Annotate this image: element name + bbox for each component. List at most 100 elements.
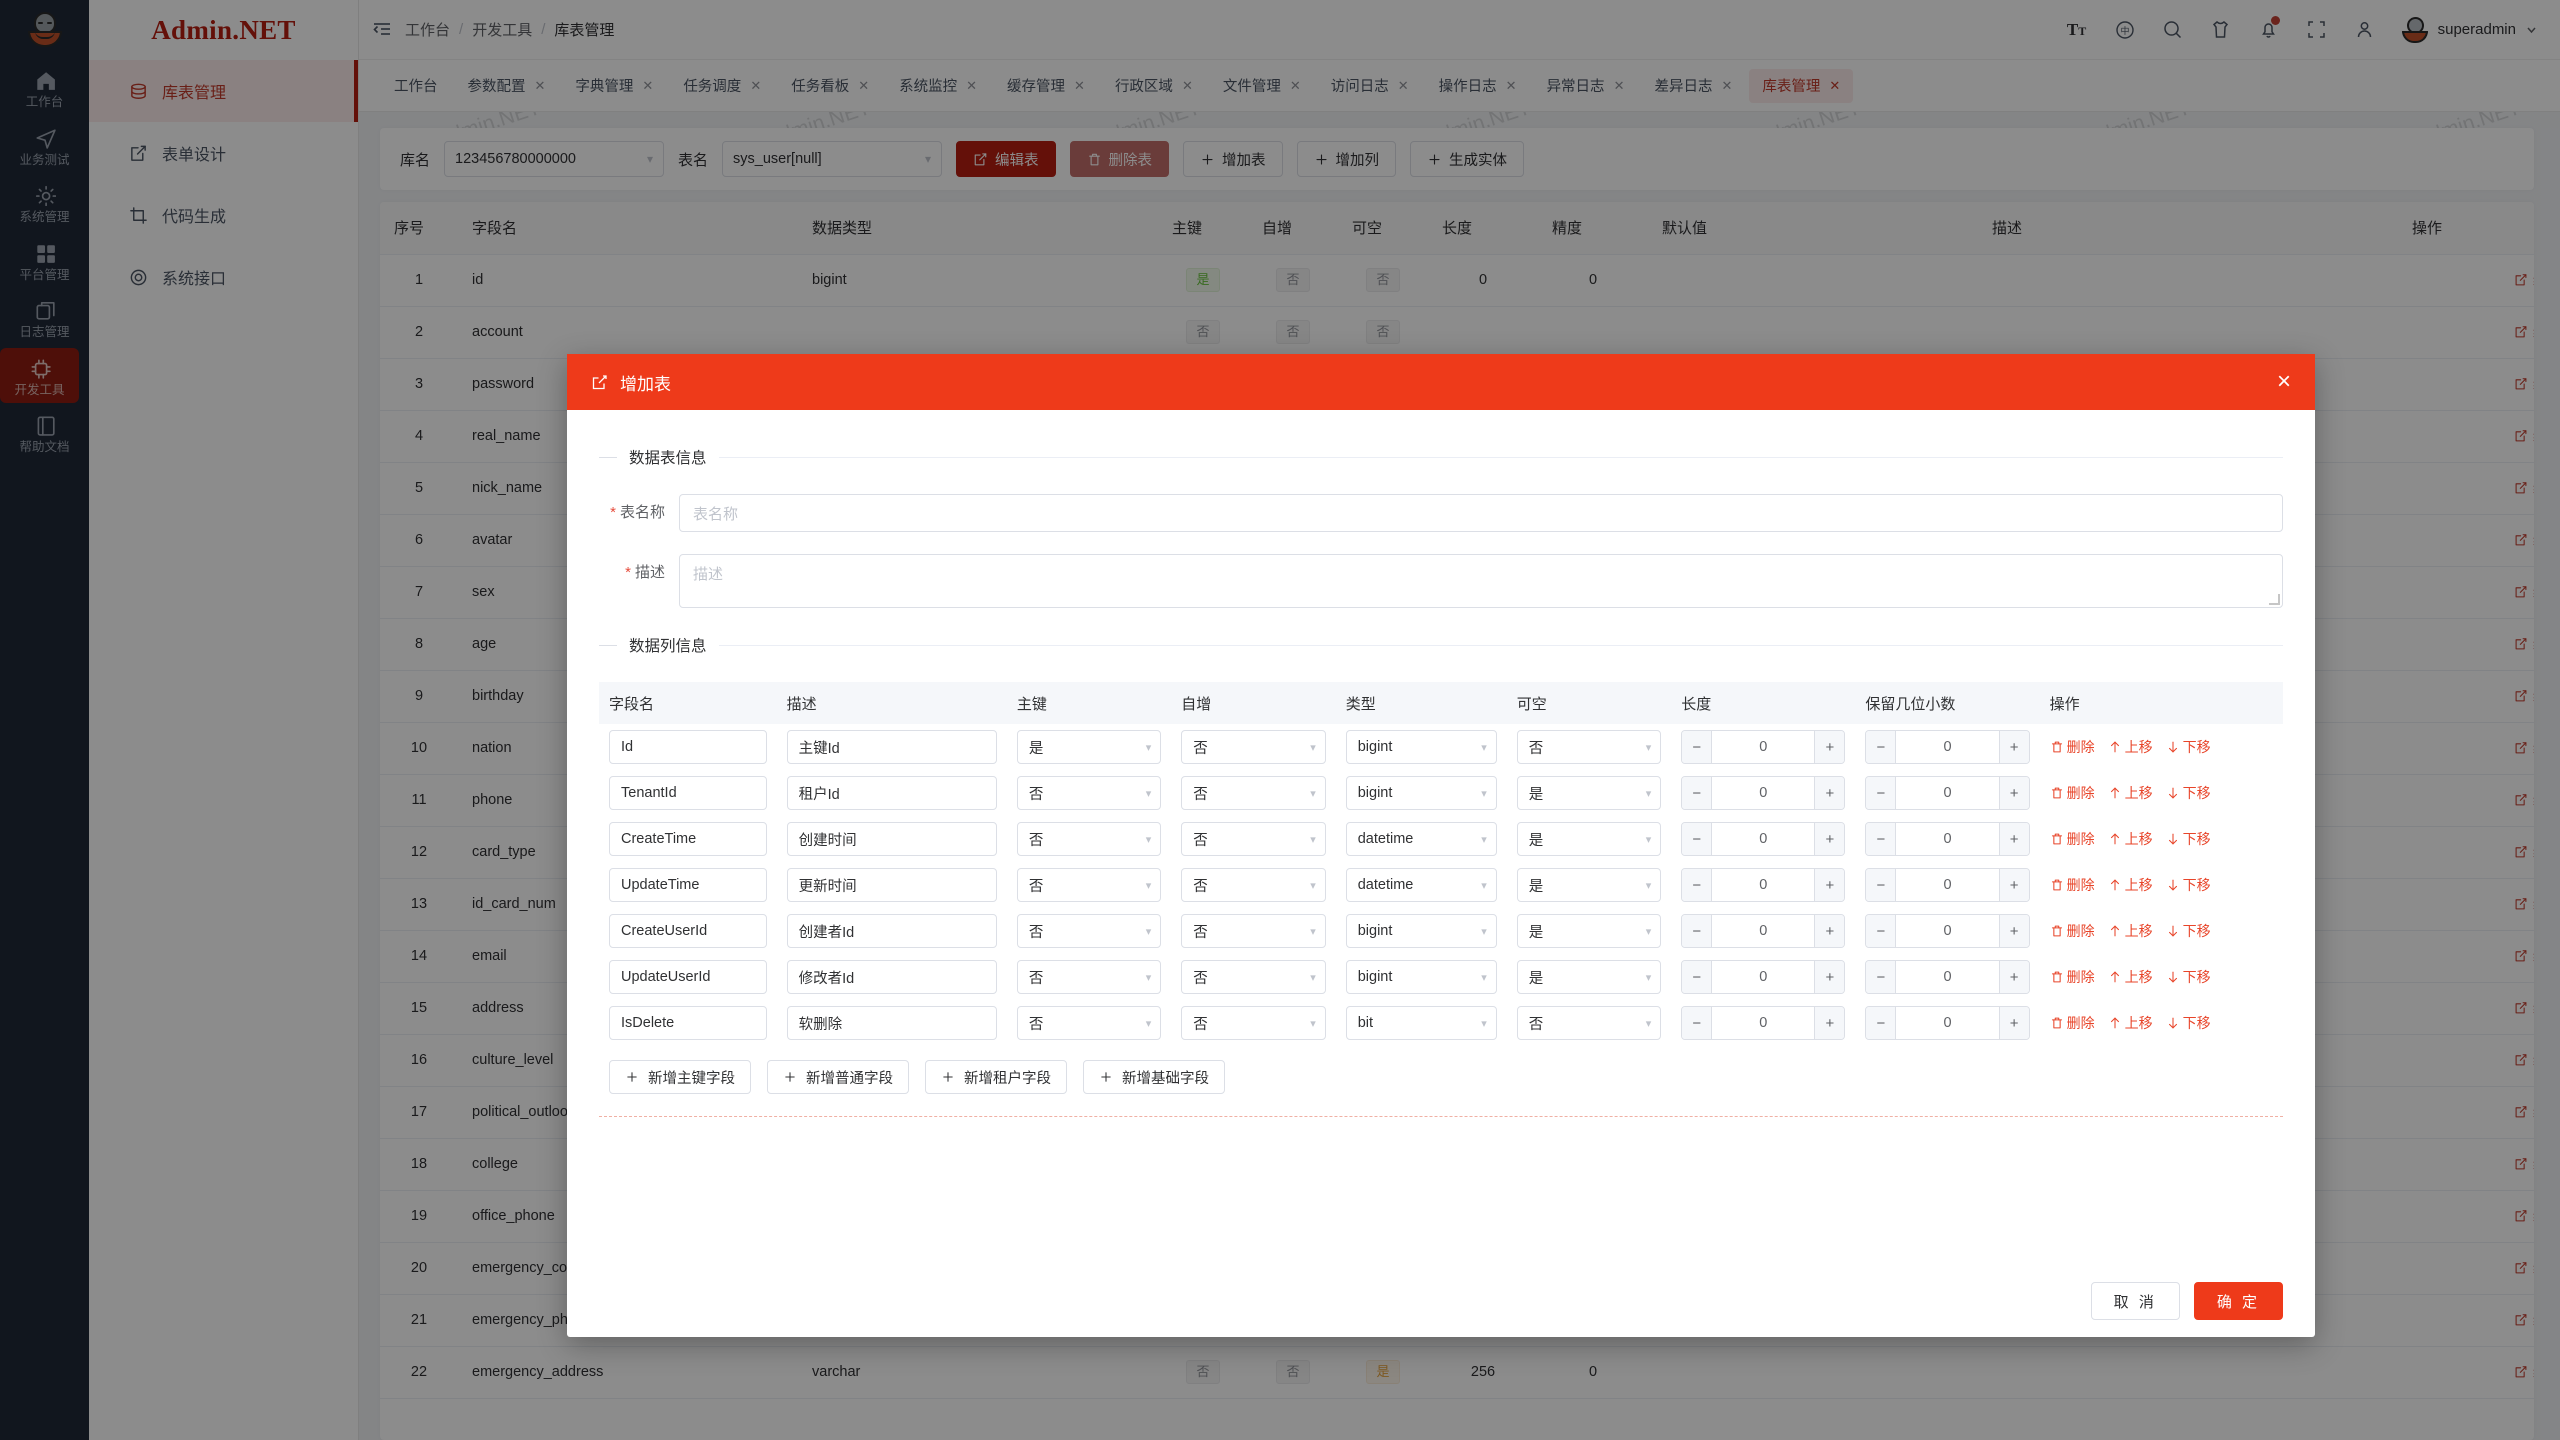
table-name-input[interactable]: 表名称 — [679, 494, 2283, 532]
decimal-stepper-decrement[interactable]: − — [1866, 731, 1897, 763]
confirm-button[interactable]: 确 定 — [2193, 1282, 2283, 1320]
field-desc-input[interactable]: 软删除 — [786, 1006, 997, 1040]
auto-increment-select[interactable]: 否 ▾ — [1181, 776, 1326, 810]
row-edit-button[interactable]: 编辑 — [2514, 478, 2534, 498]
row-action-move-down[interactable]: 下移 — [2166, 737, 2211, 757]
rail-item-1[interactable]: 业务测试 — [0, 118, 89, 174]
row-edit-button[interactable]: 编辑 — [2514, 426, 2534, 446]
cancel-button[interactable]: 取 消 — [2090, 1282, 2180, 1320]
decimal-stepper[interactable]: − 0 + — [1865, 776, 2030, 810]
field-desc-input[interactable]: 租户Id — [786, 776, 997, 810]
tab-13[interactable]: 库表管理 ✕ — [1749, 68, 1854, 103]
decimal-stepper-decrement[interactable]: − — [1866, 869, 1897, 901]
tab-close-icon[interactable]: ✕ — [966, 78, 978, 93]
submenu-item-3[interactable]: 系统接口 — [89, 246, 358, 308]
row-action-move-down[interactable]: 下移 — [2166, 829, 2211, 849]
theme-shirt-icon[interactable] — [2197, 0, 2245, 60]
search-icon[interactable] — [2149, 0, 2197, 60]
add-field-button-0[interactable]: 新增主键字段 — [609, 1060, 751, 1094]
toolbar-button-2[interactable]: 增加表 — [1183, 141, 1283, 177]
decimal-stepper-increment[interactable]: + — [1998, 823, 2029, 855]
field-name-input[interactable]: CreateTime — [609, 822, 767, 856]
description-textarea[interactable]: 描述 — [679, 554, 2283, 608]
auto-increment-select[interactable]: 否 ▾ — [1181, 730, 1326, 764]
field-name-input[interactable]: Id — [609, 730, 767, 764]
row-edit-button[interactable]: 编辑 — [2514, 1050, 2534, 1070]
decimal-stepper-decrement[interactable]: − — [1866, 823, 1897, 855]
primary-key-select[interactable]: 否 ▾ — [1016, 868, 1162, 902]
decimal-stepper-increment[interactable]: + — [1998, 961, 2029, 993]
length-stepper[interactable]: − 0 + — [1681, 730, 1846, 764]
rail-item-0[interactable]: 工作台 — [0, 60, 89, 116]
field-desc-input[interactable]: 创建者Id — [786, 914, 997, 948]
length-stepper-increment[interactable]: + — [1814, 777, 1845, 809]
language-icon[interactable]: 中 — [2101, 0, 2149, 60]
decimal-stepper-decrement[interactable]: − — [1866, 961, 1897, 993]
add-field-button-1[interactable]: 新增普通字段 — [767, 1060, 909, 1094]
row-edit-button[interactable]: 编辑 — [2514, 374, 2534, 394]
tab-0[interactable]: 工作台 — [381, 69, 451, 103]
length-stepper-decrement[interactable]: − — [1682, 823, 1713, 855]
row-edit-button[interactable]: 编辑 — [2514, 894, 2534, 914]
row-action-move-down[interactable]: 下移 — [2166, 921, 2211, 941]
length-stepper[interactable]: − 0 + — [1681, 868, 1846, 902]
row-edit-button[interactable]: 编辑 — [2514, 270, 2534, 290]
decimal-stepper-decrement[interactable]: − — [1866, 915, 1897, 947]
row-edit-button[interactable]: 编辑 — [2514, 738, 2534, 758]
field-name-input[interactable]: UpdateUserId — [609, 960, 767, 994]
tab-close-icon[interactable]: ✕ — [1613, 78, 1625, 93]
rail-item-6[interactable]: 帮助文档 — [0, 405, 89, 461]
data-type-select[interactable]: bit ▾ — [1345, 1006, 1497, 1040]
decimal-stepper[interactable]: − 0 + — [1865, 730, 2030, 764]
tab-close-icon[interactable]: ✕ — [750, 78, 762, 93]
toolbar-button-0[interactable]: 编辑表 — [956, 141, 1056, 177]
row-action-move-up[interactable]: 上移 — [2108, 1013, 2153, 1033]
row-edit-button[interactable]: 编辑 — [2514, 1362, 2534, 1382]
length-stepper-decrement[interactable]: − — [1682, 961, 1713, 993]
length-stepper-increment[interactable]: + — [1814, 731, 1845, 763]
length-stepper-decrement[interactable]: − — [1682, 1007, 1713, 1039]
menu-fold-icon[interactable] — [359, 20, 405, 40]
decimal-stepper-decrement[interactable]: − — [1866, 1007, 1897, 1039]
rail-item-4[interactable]: 日志管理 — [0, 290, 89, 346]
row-edit-button[interactable]: 编辑 — [2514, 686, 2534, 706]
tab-close-icon[interactable]: ✕ — [1721, 78, 1733, 93]
tab-6[interactable]: 缓存管理 ✕ — [994, 69, 1098, 103]
table-select[interactable]: sys_user[null] ▾ — [722, 141, 943, 177]
decimal-stepper[interactable]: − 0 + — [1865, 868, 2030, 902]
length-stepper[interactable]: − 0 + — [1681, 960, 1846, 994]
table-row[interactable]: 22 emergency_address varchar 否 否 是 256 0… — [380, 1346, 2534, 1399]
length-stepper-increment[interactable]: + — [1814, 823, 1845, 855]
primary-key-select[interactable]: 否 ▾ — [1016, 822, 1162, 856]
length-stepper-increment[interactable]: + — [1814, 1007, 1845, 1039]
tab-close-icon[interactable]: ✕ — [534, 78, 546, 93]
nullable-select[interactable]: 是 ▾ — [1516, 868, 1662, 902]
breadcrumb-item-1[interactable]: 开发工具 — [472, 22, 533, 39]
table-row[interactable]: 1 id bigint 是 否 否 0 0 编辑 删除 — [380, 254, 2534, 307]
row-edit-button[interactable]: 编辑 — [2514, 1102, 2534, 1122]
data-type-select[interactable]: datetime ▾ — [1345, 822, 1497, 856]
primary-key-select[interactable]: 否 ▾ — [1016, 776, 1162, 810]
auto-increment-select[interactable]: 否 ▾ — [1181, 914, 1326, 948]
field-desc-input[interactable]: 创建时间 — [786, 822, 997, 856]
tab-close-icon[interactable]: ✕ — [1289, 78, 1301, 93]
tab-4[interactable]: 任务看板 ✕ — [778, 69, 882, 103]
decimal-stepper-increment[interactable]: + — [1998, 915, 2029, 947]
nullable-select[interactable]: 是 ▾ — [1516, 960, 1662, 994]
row-edit-button[interactable]: 编辑 — [2514, 322, 2534, 342]
field-desc-input[interactable]: 主键Id — [786, 730, 997, 764]
breadcrumb-item-2[interactable]: 库表管理 — [554, 22, 615, 39]
row-action-delete[interactable]: 删除 — [2050, 737, 2095, 757]
tab-close-icon[interactable]: ✕ — [1397, 78, 1409, 93]
field-desc-input[interactable]: 修改者Id — [786, 960, 997, 994]
row-action-move-up[interactable]: 上移 — [2108, 875, 2153, 895]
bell-icon[interactable] — [2245, 0, 2293, 60]
add-field-button-3[interactable]: 新增基础字段 — [1083, 1060, 1225, 1094]
auto-increment-select[interactable]: 否 ▾ — [1181, 960, 1326, 994]
row-edit-button[interactable]: 编辑 — [2514, 1154, 2534, 1174]
breadcrumb-item-0[interactable]: 工作台 — [405, 22, 451, 39]
fullscreen-icon[interactable] — [2293, 0, 2341, 60]
field-desc-input[interactable]: 更新时间 — [786, 868, 997, 902]
rail-item-5[interactable]: 开发工具 — [0, 347, 79, 403]
row-edit-button[interactable]: 编辑 — [2514, 790, 2534, 810]
